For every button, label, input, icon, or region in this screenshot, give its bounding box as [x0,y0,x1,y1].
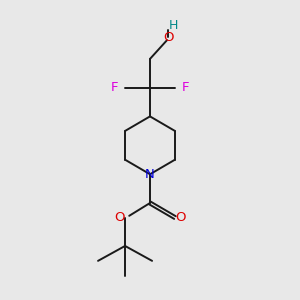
Text: F: F [111,81,118,94]
Text: N: N [145,168,155,181]
Text: F: F [182,81,189,94]
Text: H: H [169,19,178,32]
Text: O: O [163,31,173,44]
Text: O: O [175,211,186,224]
Text: O: O [114,211,125,224]
